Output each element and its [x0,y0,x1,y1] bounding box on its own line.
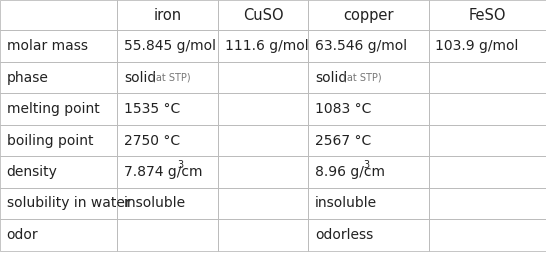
Bar [0,188,117,219]
Text: 8.96 g/cm: 8.96 g/cm [315,165,385,179]
Bar [308,0,429,30]
Bar [0,125,117,156]
Text: solubility in water: solubility in water [7,197,130,211]
Text: insoluble: insoluble [124,197,186,211]
Bar [308,125,429,156]
Bar [308,30,429,62]
Bar [429,0,546,30]
Bar [429,156,546,188]
Bar [117,93,218,125]
Text: solid: solid [124,71,156,85]
Bar [117,125,218,156]
Text: 2750 °C: 2750 °C [124,134,180,148]
Text: insoluble: insoluble [315,197,377,211]
Bar [117,219,218,251]
Bar [117,156,218,188]
Text: solid: solid [315,71,347,85]
Text: (at STP): (at STP) [343,73,382,83]
Bar [0,219,117,251]
Bar [308,188,429,219]
Text: 7.874 g/cm: 7.874 g/cm [124,165,203,179]
Bar [0,30,117,62]
Text: CuSO: CuSO [243,8,284,23]
Bar [308,62,429,93]
Bar [218,0,308,30]
Bar [117,188,218,219]
Text: 3: 3 [177,160,183,170]
Text: iron: iron [154,8,182,23]
Bar [218,188,308,219]
Bar [218,156,308,188]
Bar [429,30,546,62]
Text: copper: copper [343,8,394,23]
Text: 55.845 g/mol: 55.845 g/mol [124,39,216,53]
Text: 3: 3 [363,160,369,170]
Bar [218,62,308,93]
Bar [218,30,308,62]
Bar [308,219,429,251]
Text: phase: phase [7,71,49,85]
Text: boiling point: boiling point [7,134,93,148]
Bar [218,93,308,125]
Bar [429,188,546,219]
Text: odorless: odorless [315,228,373,242]
Bar [218,219,308,251]
Bar [0,62,117,93]
Bar [117,30,218,62]
Bar [0,156,117,188]
Bar [117,0,218,30]
Text: FeSO: FeSO [468,8,506,23]
Text: 103.9 g/mol: 103.9 g/mol [435,39,519,53]
Bar [429,219,546,251]
Bar [218,125,308,156]
Bar [429,125,546,156]
Bar [429,93,546,125]
Text: density: density [7,165,57,179]
Text: 63.546 g/mol: 63.546 g/mol [315,39,407,53]
Text: odor: odor [7,228,38,242]
Bar [308,93,429,125]
Text: 111.6 g/mol: 111.6 g/mol [225,39,308,53]
Text: 1083 °C: 1083 °C [315,102,371,116]
Bar [0,93,117,125]
Bar [308,156,429,188]
Text: 2567 °C: 2567 °C [315,134,371,148]
Text: (at STP): (at STP) [152,73,191,83]
Bar [429,62,546,93]
Text: molar mass: molar mass [7,39,87,53]
Text: 1535 °C: 1535 °C [124,102,180,116]
Bar [117,62,218,93]
Text: melting point: melting point [7,102,99,116]
Bar [0,0,117,30]
